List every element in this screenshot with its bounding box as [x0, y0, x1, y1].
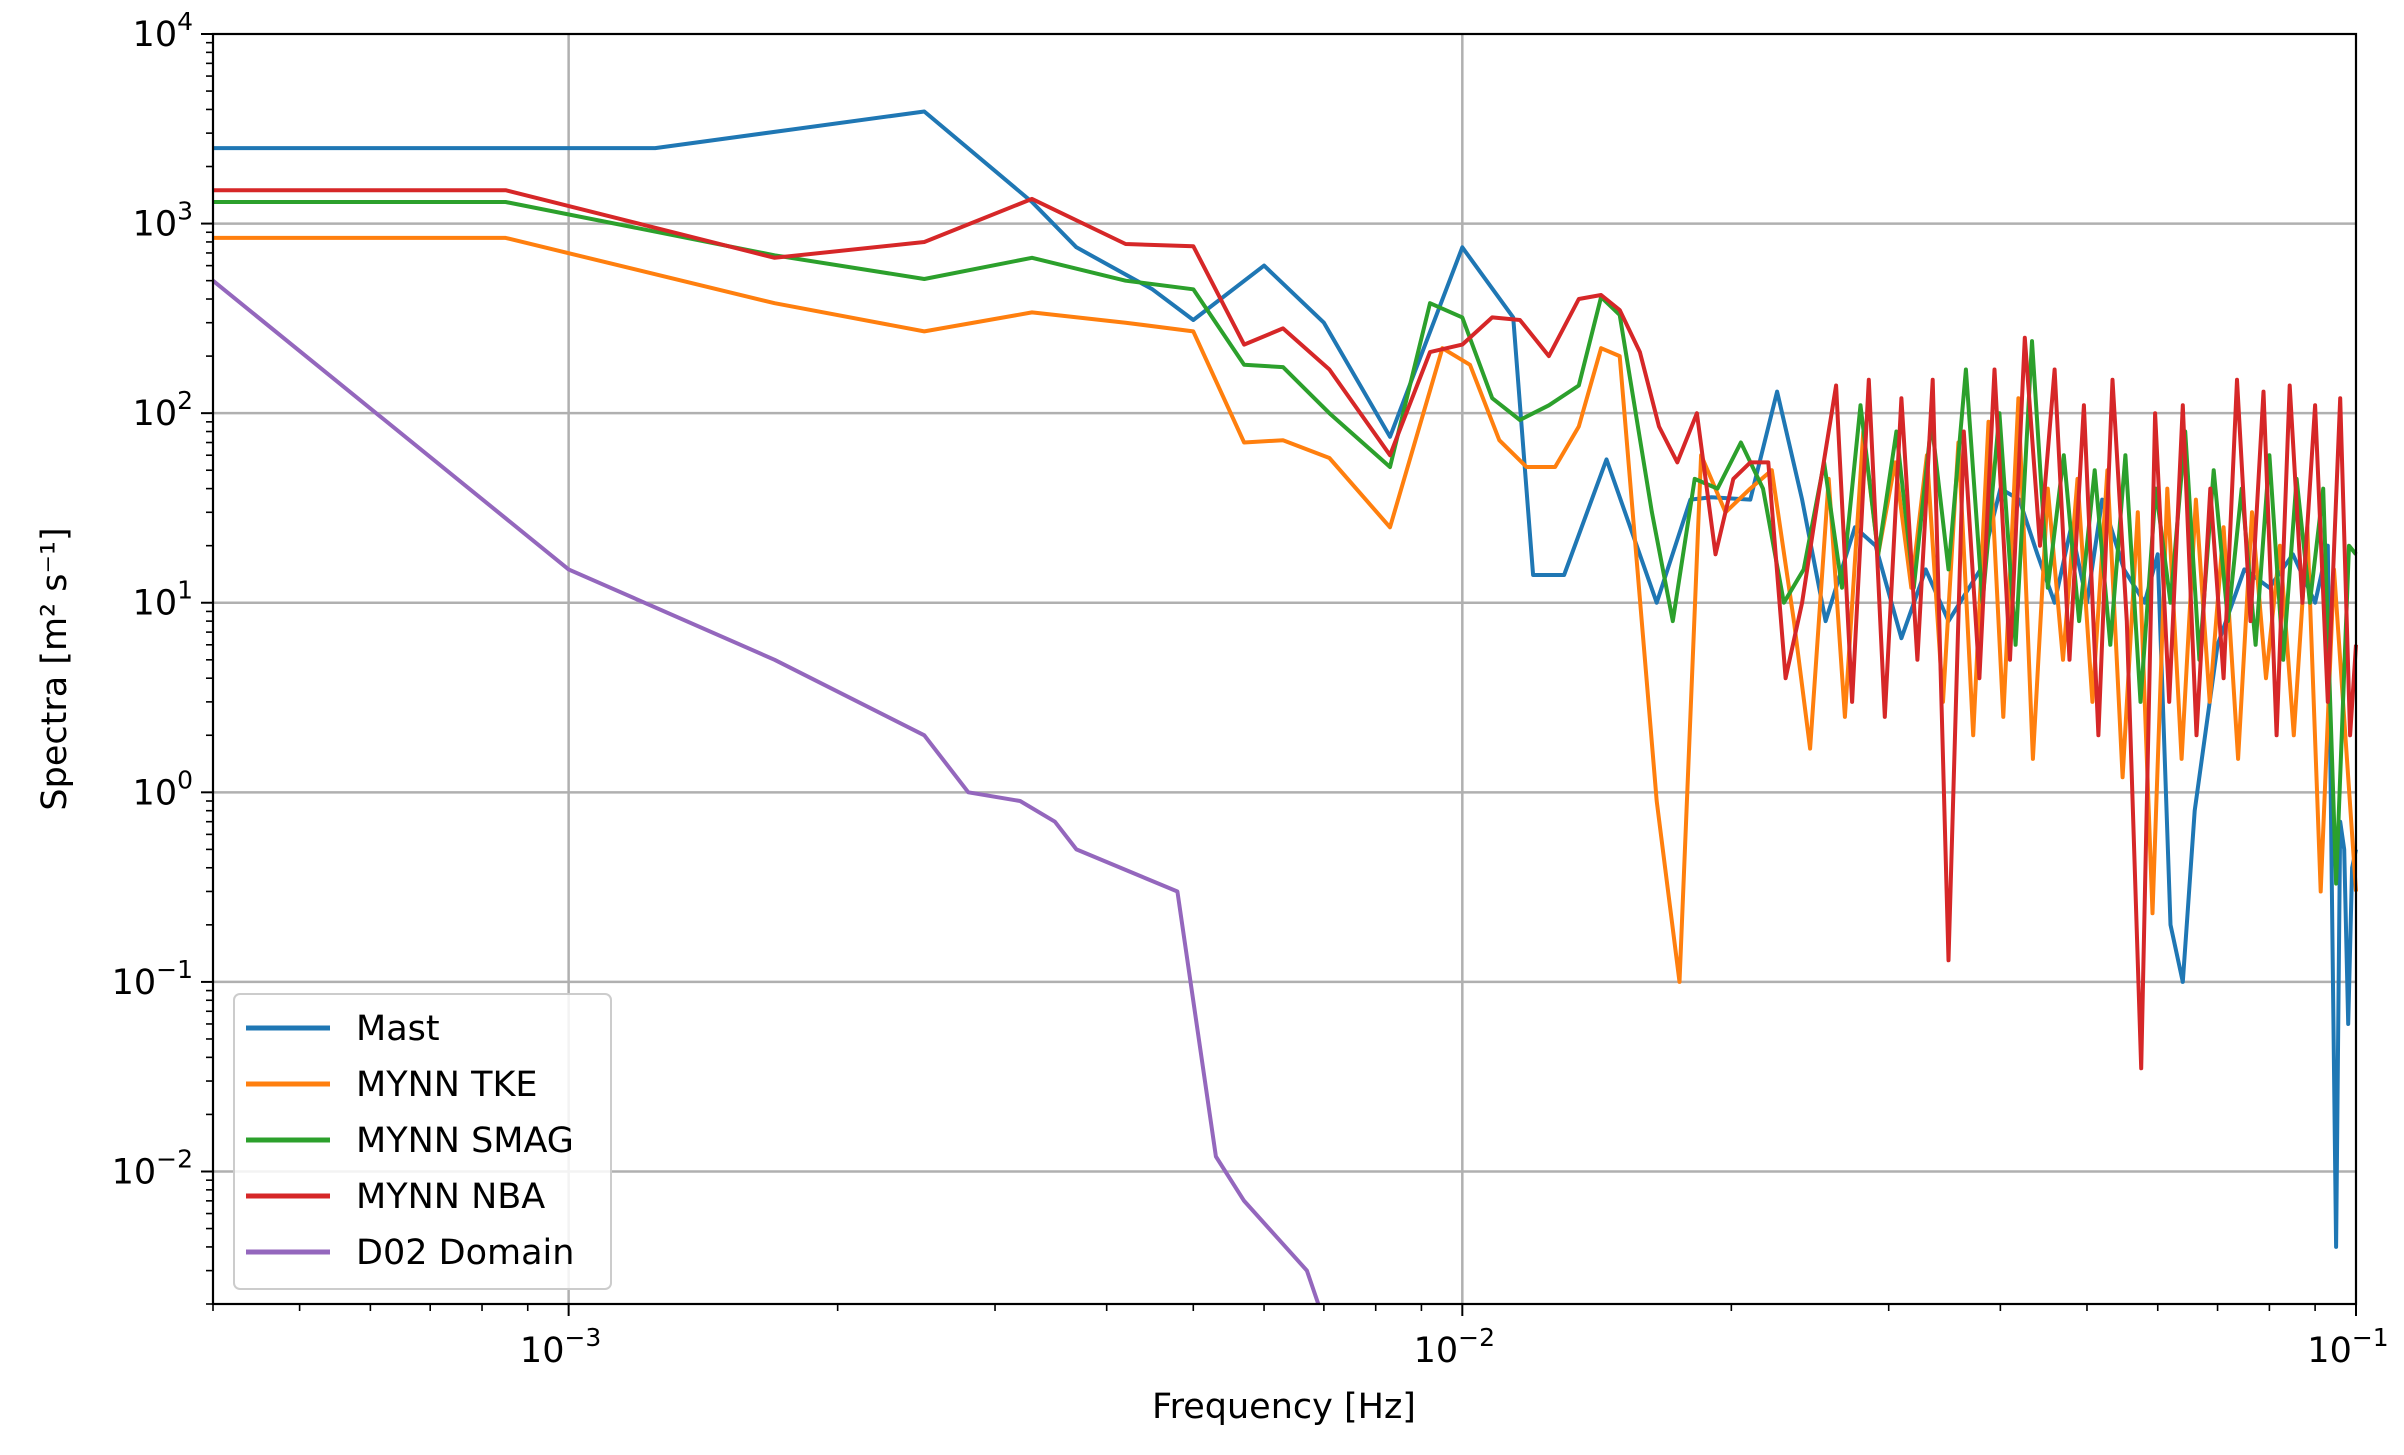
y-tick-label: 10−1 — [112, 955, 193, 1003]
x-tick-label: 10−1 — [2307, 1323, 2388, 1371]
x-tick-label: 10−3 — [520, 1323, 601, 1371]
y-tick-label: 104 — [133, 7, 193, 55]
y-tick-label: 100 — [133, 765, 193, 813]
series-line-mynn-tke — [213, 235, 2358, 984]
y-tick-label: 10−2 — [112, 1144, 193, 1192]
y-tick-label: 102 — [133, 386, 193, 434]
legend-label: MYNN SMAG — [356, 1121, 574, 1161]
series-line-mynn-smag — [213, 200, 2358, 886]
y-tick-label: 101 — [133, 576, 193, 624]
y-tick-label: 103 — [133, 197, 193, 245]
x-tick-label: 10−2 — [1414, 1323, 1495, 1371]
series-line-d02-domain — [211, 279, 1321, 1305]
plot-frame — [211, 32, 2358, 1306]
legend-box — [233, 993, 612, 1290]
y-axis-label: Spectra [m² s⁻¹] — [35, 527, 75, 810]
legend-label: MYNN NBA — [356, 1177, 545, 1217]
series-line-mynn-nba — [213, 188, 2358, 1071]
legend-label: MYNN TKE — [356, 1065, 538, 1105]
legend: Mast MYNN TKE MYNN SMAG MYNN NBA D02 Domain — [233, 993, 612, 1290]
legend-label: Mast — [356, 1009, 440, 1049]
series-lines — [211, 109, 2358, 1305]
legend-label: D02 Domain — [356, 1233, 574, 1273]
x-axis-label: Frequency [Hz] — [1152, 1387, 1416, 1427]
axis-ticks: 10−3 10−2 10−1 104 103 102 101 100 10−1 10−2 — [112, 7, 2389, 1371]
